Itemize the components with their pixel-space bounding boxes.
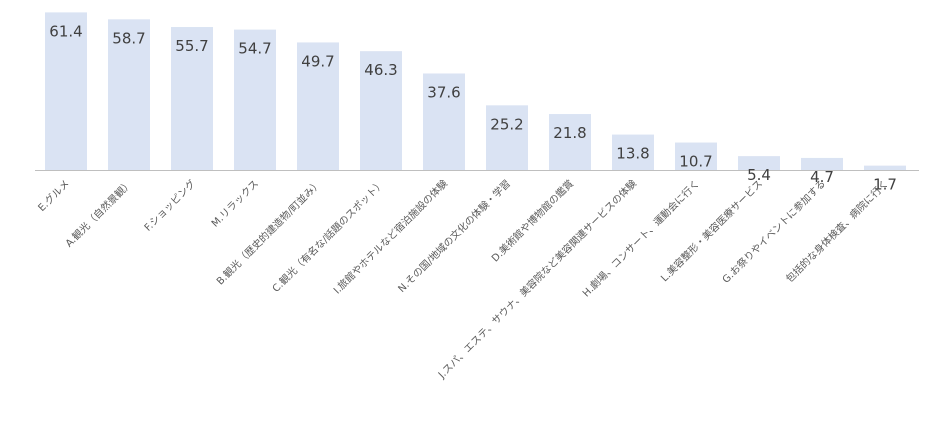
bar-value-label: 49.7 — [301, 52, 334, 70]
bars-layer — [45, 12, 906, 171]
category-label: H.劇場、コンサート、運動会に行く — [580, 177, 703, 300]
bar — [612, 134, 654, 170]
bar — [549, 114, 591, 170]
bar — [738, 156, 780, 170]
bar — [234, 29, 276, 171]
bar-value-label: 55.7 — [175, 37, 208, 55]
bar-value-label: 13.8 — [616, 145, 649, 163]
bar — [675, 142, 717, 170]
category-label: A.観光（自然景観） — [62, 177, 135, 250]
category-label: C.観光（有名な/話題のスポット） — [269, 177, 387, 295]
category-label: N.その国/地域の文化の体験・学習 — [395, 177, 513, 295]
bar — [486, 105, 528, 170]
bar-value-label: 10.7 — [679, 153, 712, 171]
category-label: E.グルメ — [35, 177, 72, 214]
bar-value-label: 61.4 — [49, 22, 82, 40]
bar-value-label: 37.6 — [427, 83, 460, 101]
bar-value-label: 21.8 — [553, 124, 586, 142]
value-labels-layer: 61.4 58.7 55.7 54.7 49.7 46.3 37.6 25.2 21.8 13.8… — [49, 22, 897, 193]
bar-value-label: 1.7 — [873, 176, 897, 194]
bar — [45, 12, 87, 171]
bar — [864, 165, 906, 170]
category-label: 包括的な身体検査、病院に行く — [783, 177, 891, 285]
category-label: L.美容整形・美容医療サービス — [658, 177, 765, 284]
category-label: F.ショッピング — [141, 177, 198, 234]
bar-value-label: 58.7 — [112, 29, 145, 47]
category-label: I.旅館やホテルなど宿泊施設の体験 — [331, 177, 451, 297]
bar — [171, 27, 213, 170]
bar-value-label: 4.7 — [810, 168, 834, 186]
category-label: M.リラックス — [209, 178, 261, 230]
bar — [108, 19, 150, 171]
bar-value-label: 5.4 — [747, 166, 771, 184]
bar — [423, 73, 465, 170]
bar-value-label: 46.3 — [364, 61, 397, 79]
bar-value-label: 25.2 — [490, 115, 523, 133]
bar — [297, 42, 339, 170]
bar-value-label: 54.7 — [238, 40, 271, 58]
category-label: B.観光（歴史的建造物/町並み） — [214, 177, 325, 288]
bar — [801, 157, 843, 170]
bar — [360, 51, 402, 170]
category-label: G.お祭りやイベントに参加する — [719, 177, 828, 286]
